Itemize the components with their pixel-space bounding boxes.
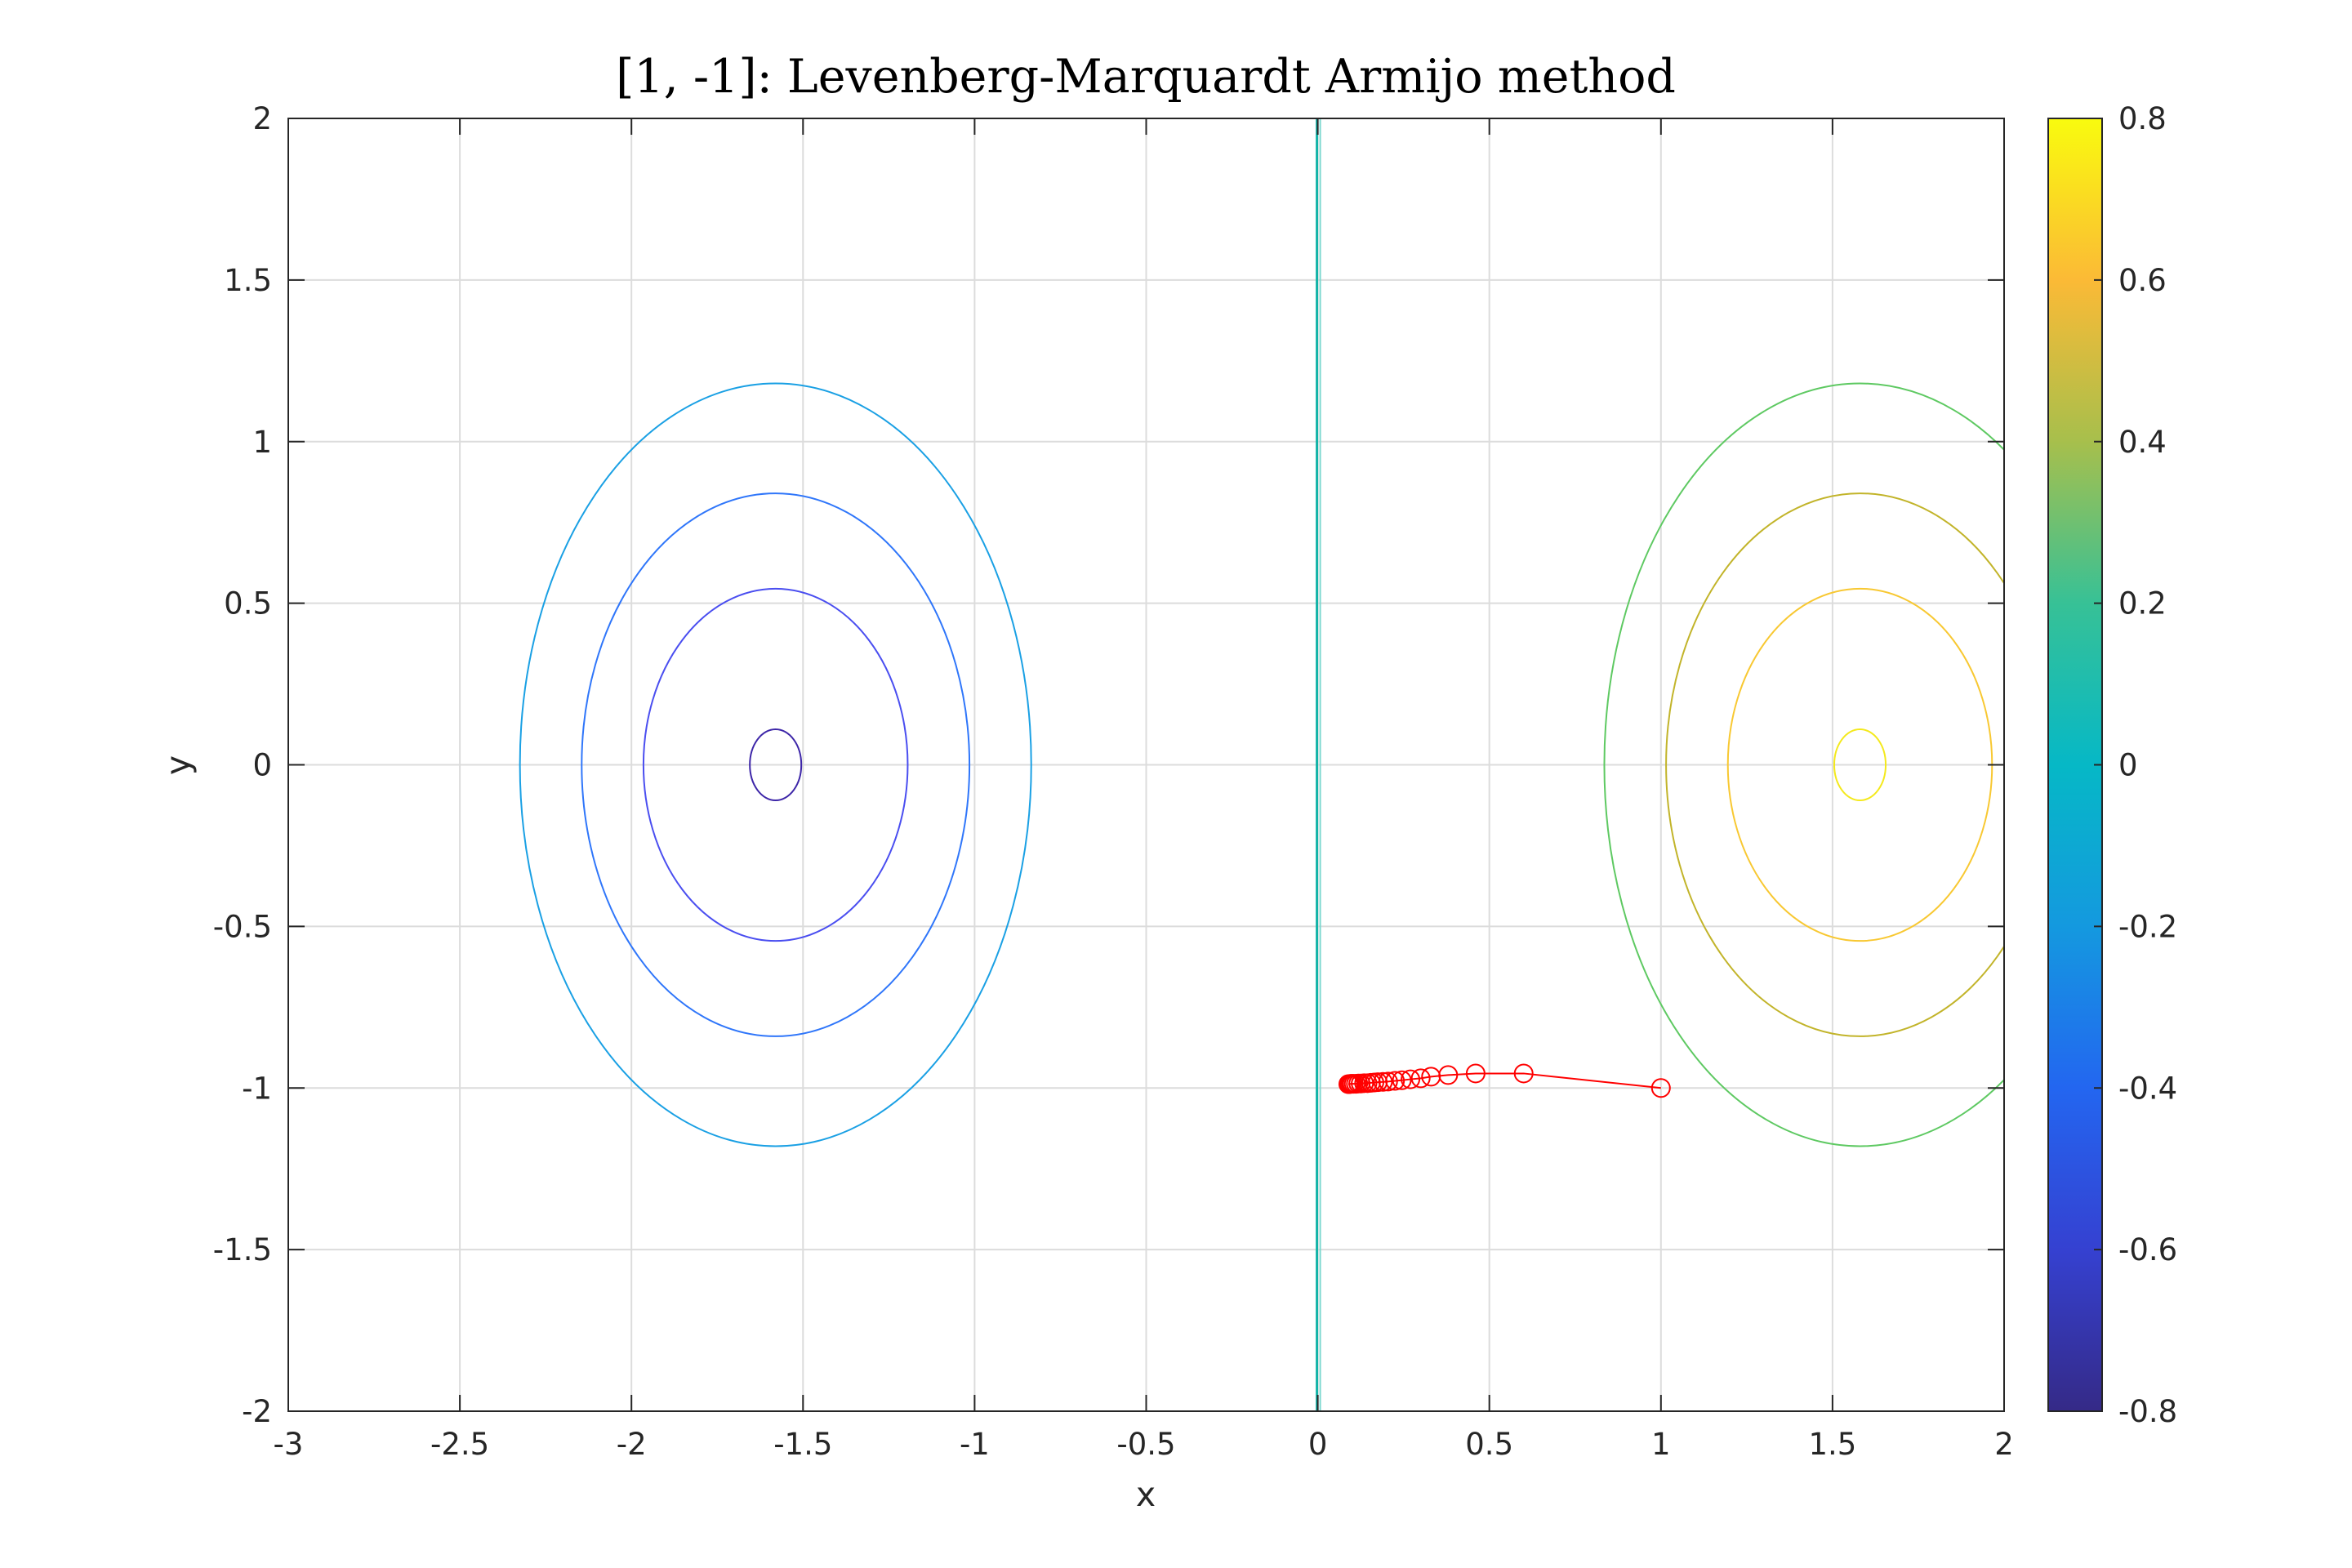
x-tick-label: 1 <box>1651 1427 1671 1462</box>
iterate-marker <box>1421 1067 1441 1087</box>
y-axis-label: y <box>158 755 198 775</box>
contour-line <box>519 382 1032 1147</box>
contour-line <box>1665 492 2004 1037</box>
iterate-marker <box>1392 1070 1412 1090</box>
y-tick-label: -2 <box>242 1394 272 1429</box>
iterate-marker <box>1465 1063 1486 1084</box>
x-tick-label: -1 <box>960 1427 990 1462</box>
colorbar-tick-label: -0.6 <box>2118 1232 2177 1267</box>
y-tick-label: -1.5 <box>213 1232 272 1267</box>
y-tick-label: 0.5 <box>224 586 272 621</box>
y-tick-label: 1 <box>252 425 272 460</box>
x-tick-labels: -3 -2.5 -2 -1.5 -1 -0.5 0 0.5 1 1.5 2 <box>274 1427 2014 1462</box>
iterate-path <box>1338 1063 1671 1098</box>
x-tick-label: 0 <box>1308 1427 1328 1462</box>
contour-line <box>642 587 909 942</box>
colorbar-tick-label: 0.4 <box>2118 425 2167 460</box>
iterate-marker <box>1401 1069 1421 1089</box>
x-tick-label: -3 <box>274 1427 304 1462</box>
y-tick-label: -0.5 <box>213 909 272 944</box>
y-tick-label: 0 <box>252 748 272 783</box>
colorbar <box>2047 118 2103 1412</box>
colorbar-tick-label: -0.8 <box>2118 1394 2177 1429</box>
iterate-marker <box>1650 1078 1671 1098</box>
y-tick-label: 2 <box>252 101 272 136</box>
chart-title: [1, -1]: Levenberg-Marquardt Armijo meth… <box>616 50 1676 104</box>
x-tick-label: 1.5 <box>1808 1427 1856 1462</box>
colorbar-tick-label: 0.6 <box>2118 263 2167 298</box>
colorbar-tick-labels: -0.8 -0.6 -0.4 -0.2 0 0.2 0.4 0.6 0.8 <box>2118 101 2177 1429</box>
x-tick-label: -1.5 <box>773 1427 832 1462</box>
contour-line <box>581 492 971 1037</box>
y-tick-labels: -2 -1.5 -1 -0.5 0 0.5 1 1.5 2 <box>213 101 272 1429</box>
colorbar-tick-label: 0.8 <box>2118 101 2167 136</box>
axis-ticks <box>287 118 2005 1412</box>
x-tick-label: 0.5 <box>1465 1427 1513 1462</box>
colorbar-tick-label: -0.4 <box>2118 1071 2177 1106</box>
x-axis-label: x <box>1136 1475 1156 1514</box>
iterate-marker <box>1410 1068 1431 1089</box>
contour-line <box>1833 728 1887 802</box>
x-tick-label: 2 <box>1994 1427 2014 1462</box>
colorbar-tick-label: 0 <box>2118 748 2138 783</box>
contour-lines <box>519 118 2004 1411</box>
x-tick-label: -2.5 <box>430 1427 489 1462</box>
y-tick-label: -1 <box>242 1071 272 1106</box>
x-tick-label: -2 <box>617 1427 647 1462</box>
contour-line <box>749 728 803 802</box>
colorbar-ticks <box>2094 118 2102 1412</box>
iterate-marker <box>1513 1063 1534 1084</box>
iterate-marker <box>1338 1074 1358 1094</box>
y-tick-label: 1.5 <box>224 263 272 298</box>
iterate-marker <box>1373 1071 1393 1092</box>
x-tick-label: -0.5 <box>1116 1427 1175 1462</box>
colorbar-tick-label: -0.2 <box>2118 909 2177 944</box>
contour-line <box>1603 382 2004 1147</box>
colorbar-tick-label: 0.2 <box>2118 586 2167 621</box>
